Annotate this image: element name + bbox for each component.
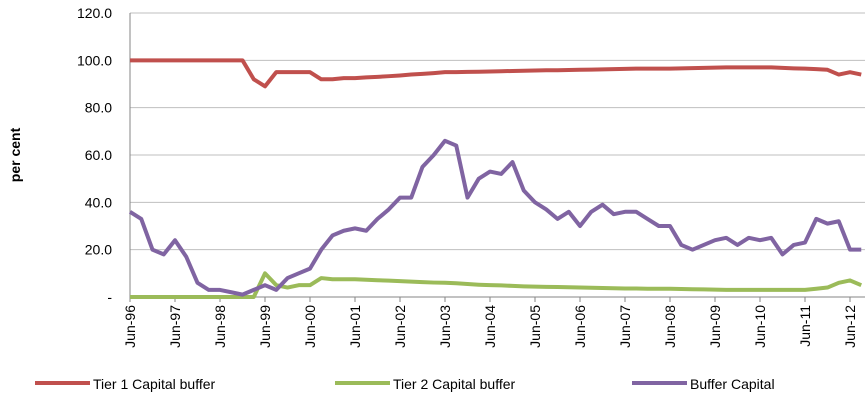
x-tick-label: Jun-02 — [392, 305, 408, 348]
y-tick-label: 80.0 — [85, 100, 112, 116]
y-tick-label: 40.0 — [85, 194, 112, 210]
series-line — [130, 271, 863, 299]
x-tick-label: Jun-05 — [527, 305, 543, 348]
series-line — [130, 58, 862, 89]
legend-label: Tier 2 Capital buffer — [393, 376, 516, 392]
x-tick-label: Jun-99 — [257, 305, 273, 348]
x-tick-label: Jun-11 — [797, 305, 813, 347]
y-axis-label: per cent — [7, 127, 23, 182]
x-tick-label: Jun-10 — [752, 305, 768, 348]
y-tick-label: - — [107, 289, 112, 305]
x-tick-label: Jun-07 — [617, 305, 633, 348]
x-tick-label: Jun-09 — [707, 305, 723, 348]
legend-label: Tier 1 Capital buffer — [93, 376, 216, 392]
legend-label: Buffer Capital — [690, 376, 775, 392]
y-tick-label: 120.0 — [77, 5, 112, 21]
x-tick-label: Jun-06 — [572, 305, 588, 348]
x-tick-label: Jun-08 — [662, 305, 678, 348]
x-tick-label: Jun-98 — [212, 305, 228, 348]
x-tick-label: Jun-01 — [347, 305, 363, 348]
y-tick-label: 20.0 — [85, 242, 112, 258]
x-tick-label: Jun-96 — [122, 305, 138, 348]
x-tick-label: Jun-03 — [437, 305, 453, 348]
y-tick-label: 100.0 — [77, 52, 112, 68]
x-tick-label: Jun-04 — [482, 305, 498, 348]
x-tick-label: Jun-97 — [167, 305, 183, 348]
y-tick-label: 60.0 — [85, 147, 112, 163]
x-tick-label: Jun-12 — [842, 305, 858, 348]
x-tick-label: Jun-00 — [302, 305, 318, 348]
series-line — [128, 138, 862, 297]
